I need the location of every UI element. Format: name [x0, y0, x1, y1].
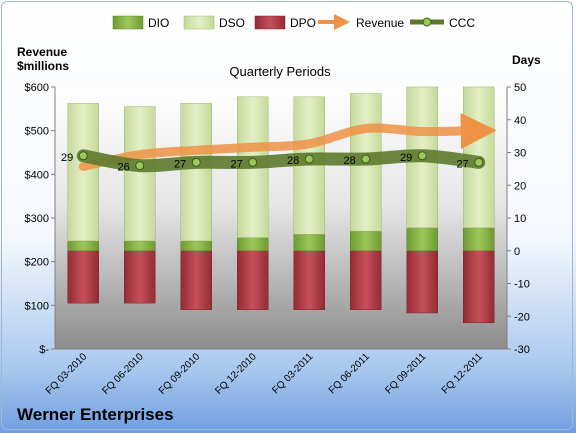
- ccc-point: [135, 161, 145, 171]
- right-axis-ticks: -30 -20 -10 0 10 20 30 40 50: [507, 82, 530, 356]
- x-axis-tick-label: FQ 03-2010: [44, 351, 90, 397]
- right-axis-tick-label: -20: [514, 311, 530, 323]
- chart-title: Quarterly Periods: [229, 64, 331, 79]
- ccc-point: [78, 151, 88, 161]
- left-axis-title-line1: Revenue: [17, 45, 67, 59]
- bar-dpo: [237, 250, 269, 310]
- bar-dio: [67, 240, 99, 252]
- left-axis-tick-label: $200: [25, 257, 49, 269]
- x-axis-tick-label: FQ 12-2011: [440, 351, 485, 396]
- bar-dpo: [124, 250, 156, 304]
- ccc-data-label: 26: [118, 162, 130, 174]
- plot-area: [55, 87, 507, 349]
- bar-dpo: [350, 250, 382, 310]
- bar-dso: [67, 103, 99, 242]
- bar-dpo: [180, 250, 212, 310]
- ccc-data-label: 27: [174, 158, 186, 170]
- x-axis-tick-label: FQ 06-2010: [100, 351, 146, 397]
- ccc-point: [191, 157, 201, 167]
- legend: DIO DSO DPO Revenue CCC: [112, 14, 475, 30]
- bar-dio: [350, 230, 382, 252]
- ccc-data-label: 29: [400, 152, 412, 164]
- bar-dpo: [463, 250, 495, 324]
- left-axis-tick-label: $300: [25, 213, 49, 225]
- x-axis-tick-label: FQ 12-2010: [213, 351, 259, 397]
- left-axis-tick-label: $500: [25, 126, 49, 138]
- ccc-line: [76, 149, 486, 173]
- legend-label-ccc: CCC: [449, 16, 475, 30]
- left-axis-ticks: $- $100 $200 $300 $400 $500 $600: [25, 82, 55, 356]
- legend-swatch-dpo: [254, 15, 286, 30]
- ccc-point: [417, 151, 427, 161]
- bar-dpo: [293, 250, 325, 310]
- left-axis-tick-label: $600: [25, 82, 49, 94]
- company-name: Werner Enterprises: [17, 405, 174, 424]
- legend-label-revenue: Revenue: [356, 16, 404, 30]
- ccc-data-label: 29: [61, 152, 73, 164]
- legend-swatch-dio: [112, 15, 144, 30]
- legend-swatch-dso: [183, 15, 215, 30]
- ccc-data-label: 27: [457, 158, 469, 170]
- left-axis-tick-label: $400: [25, 169, 49, 181]
- bar-dio: [124, 240, 156, 252]
- revenue-series: [78, 112, 497, 171]
- ccc-point: [361, 154, 371, 164]
- bar-dpo: [406, 250, 438, 314]
- ccc-point: [304, 154, 314, 164]
- ccc-point: [474, 157, 484, 167]
- ccc-point: [248, 157, 258, 167]
- bar-dso: [124, 106, 156, 242]
- bar-dio: [180, 240, 212, 252]
- x-axis-tick-label: FQ 09-2010: [157, 351, 203, 397]
- ccc-series: 29 26 27 27 28 28 29 27: [61, 149, 486, 174]
- bar-dio: [293, 234, 325, 251]
- right-axis-tick-label: 40: [514, 115, 526, 127]
- ccc-data-label: 28: [344, 155, 356, 167]
- right-axis-title: Days: [512, 53, 541, 67]
- bar-dpo: [67, 250, 99, 304]
- right-axis-tick-label: -10: [514, 279, 530, 291]
- left-axis-title-line2: $millions: [17, 59, 69, 73]
- legend-swatch-ccc-marker: [422, 17, 432, 27]
- x-axis-tick-label: FQ 09-2011: [383, 351, 428, 396]
- left-axis-tick-label: $-: [39, 344, 49, 356]
- bar-dso: [180, 103, 212, 242]
- x-axis-tick-label: FQ 03-2011: [270, 351, 315, 396]
- bar-dio: [463, 227, 495, 251]
- right-axis-tick-label: 10: [514, 213, 526, 225]
- bar-dio: [237, 237, 269, 251]
- ccc-data-label: 27: [231, 158, 243, 170]
- right-axis-tick-label: -30: [514, 344, 530, 356]
- revenue-line: [78, 112, 497, 171]
- left-axis-tick-label: $100: [25, 300, 49, 312]
- bar-dio: [406, 227, 438, 251]
- right-axis-tick-label: 0: [514, 246, 520, 258]
- legend-label-dpo: DPO: [290, 16, 316, 30]
- right-axis-tick-label: 50: [514, 82, 526, 94]
- legend-label-dio: DIO: [148, 16, 169, 30]
- right-axis-tick-label: 30: [514, 148, 526, 160]
- legend-label-dso: DSO: [219, 16, 245, 30]
- x-axis-tick-labels: FQ 03-2010 FQ 06-2010 FQ 09-2010 FQ 12-2010…: [44, 351, 485, 397]
- ccc-data-label: 28: [287, 155, 299, 167]
- right-axis-tick-label: 20: [514, 180, 526, 192]
- bars: [67, 86, 495, 324]
- x-axis-tick-label: FQ 06-2011: [327, 351, 372, 396]
